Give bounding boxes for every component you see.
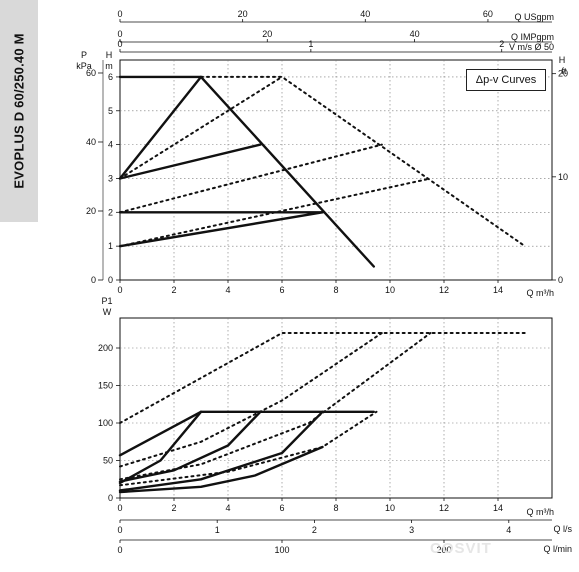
head-kpa-tick-label: 0 xyxy=(91,275,96,285)
power-y-tick-label: 150 xyxy=(98,381,113,391)
bottom-axis-tick-label: 2 xyxy=(312,525,317,535)
head-m-tick-label: 1 xyxy=(108,241,113,251)
top-axis-tick-label: 60 xyxy=(483,9,493,19)
head-x-tick-label: 8 xyxy=(333,285,338,295)
power-y-tick-label: 100 xyxy=(98,418,113,428)
power-x-tick-label: 10 xyxy=(385,503,395,513)
model-sidebar: EVOPLUS D 60/250.40 M xyxy=(0,0,38,222)
power-x-tick-label: 0 xyxy=(117,503,122,513)
power-curve xyxy=(118,445,324,494)
power-max-curve xyxy=(119,332,432,481)
head-x-tick-label: 14 xyxy=(493,285,503,295)
head-x-tick-label: 6 xyxy=(279,285,284,295)
bottom-axis-tick-label: 3 xyxy=(409,525,414,535)
power-x-tick-label: 4 xyxy=(225,503,230,513)
top-axis-tick-label: 40 xyxy=(360,9,370,19)
head-max-curve xyxy=(119,75,283,180)
head-m-tick-label: 3 xyxy=(108,173,113,183)
head-m-tick-label: 4 xyxy=(108,140,113,150)
bottom-axis-tick-label: 200 xyxy=(436,545,451,555)
head-kpa-tick-label: 40 xyxy=(86,137,96,147)
top-axis-unit: V m/s Ø 50 xyxy=(509,42,554,52)
power-x-tick-label: 12 xyxy=(439,503,449,513)
top-axis-unit: Q USgpm xyxy=(514,12,554,22)
power-curve xyxy=(118,410,262,483)
top-axis-tick-label: 0 xyxy=(117,39,122,49)
head-max-curve xyxy=(119,143,383,214)
head-m-tick-label: 6 xyxy=(108,72,113,82)
power-y-unit: W xyxy=(103,307,112,317)
head-x-tick-label: 10 xyxy=(385,285,395,295)
head-ft-tick-label: 10 xyxy=(558,172,568,182)
top-axis-tick-label: 0 xyxy=(117,9,122,19)
bottom-axis-tick-label: 100 xyxy=(274,545,289,555)
head-m-tick-label: 5 xyxy=(108,106,113,116)
head-curve xyxy=(118,211,324,248)
bottom-axis-tick-label: 1 xyxy=(215,525,220,535)
power-curve xyxy=(118,410,203,485)
head-kpa-name: P xyxy=(81,50,87,60)
head-ft-tick-label: 20 xyxy=(558,69,568,79)
head-max-curve xyxy=(200,75,526,248)
power-max-curve xyxy=(119,332,383,468)
power-chart: 0 50 100 150 200 0 2 4 6 8 10 12 14 Q m³/h P1W xyxy=(98,296,554,517)
top-axis-unit: Q IMPgpm xyxy=(511,32,554,42)
power-curve xyxy=(118,410,324,492)
head-ft-unit: ft xyxy=(561,66,567,76)
head-ft-name: H xyxy=(559,55,566,65)
top-axis-tick-label: 1 xyxy=(308,39,313,49)
head-curve xyxy=(118,75,203,180)
top-flow-axes: 0 20 40 60 Q USgpm 0 20 40 Q IMPgpm 0 1 2 V m/s Ø 50 xyxy=(117,9,554,53)
legend-box: Δp-v Curves xyxy=(466,69,546,91)
bottom-axis-unit: Q l/s xyxy=(553,524,572,534)
power-x-unit: Q m³/h xyxy=(526,507,554,517)
bottom-axis-tick-label: 0 xyxy=(117,545,122,555)
head-m-tick-label: 2 xyxy=(108,207,113,217)
power-y-tick-label: 50 xyxy=(103,456,113,466)
power-max-curve xyxy=(119,332,526,424)
top-axis-tick-label: 40 xyxy=(410,29,420,39)
head-max-curve xyxy=(119,177,432,248)
power-x-tick-label: 6 xyxy=(279,503,284,513)
head-x-unit: Q m³/h xyxy=(526,288,554,298)
head-m-tick-label: 0 xyxy=(108,275,113,285)
bottom-axis-tick-label: 4 xyxy=(506,525,511,535)
head-x-tick-label: 12 xyxy=(439,285,449,295)
power-x-tick-label: 14 xyxy=(493,503,503,513)
head-kpa-tick-label: 60 xyxy=(86,68,96,78)
top-axis-tick-label: 20 xyxy=(238,9,248,19)
power-y-tick-label: 0 xyxy=(108,493,113,503)
bottom-flow-axes: 0 1 2 3 4 Q l/s 0 100 200 Q l/min xyxy=(117,519,572,555)
head-m-unit: m xyxy=(105,61,113,71)
head-x-tick-label: 0 xyxy=(117,285,122,295)
bottom-axis-unit: Q l/min xyxy=(543,544,572,554)
head-x-tick-label: 4 xyxy=(225,285,230,295)
watermark: COSVIT xyxy=(430,540,492,557)
bottom-axis-tick-label: 0 xyxy=(117,525,122,535)
power-y-name: P1 xyxy=(101,296,112,306)
power-max-curve xyxy=(119,410,378,487)
head-kpa-tick-label: 20 xyxy=(86,206,96,216)
top-axis-tick-label: 0 xyxy=(117,29,122,39)
head-x-tick-label: 2 xyxy=(171,285,176,295)
head-kpa-unit: kPa xyxy=(76,61,92,71)
head-curve xyxy=(118,143,262,180)
top-axis-tick-label: 20 xyxy=(262,29,272,39)
top-axis-tick-label: 2 xyxy=(499,39,504,49)
power-y-tick-label: 200 xyxy=(98,343,113,353)
power-x-tick-label: 2 xyxy=(171,503,176,513)
head-ft-tick-label: 0 xyxy=(558,275,563,285)
power-x-tick-label: 8 xyxy=(333,503,338,513)
head-m-name: H xyxy=(106,50,113,60)
